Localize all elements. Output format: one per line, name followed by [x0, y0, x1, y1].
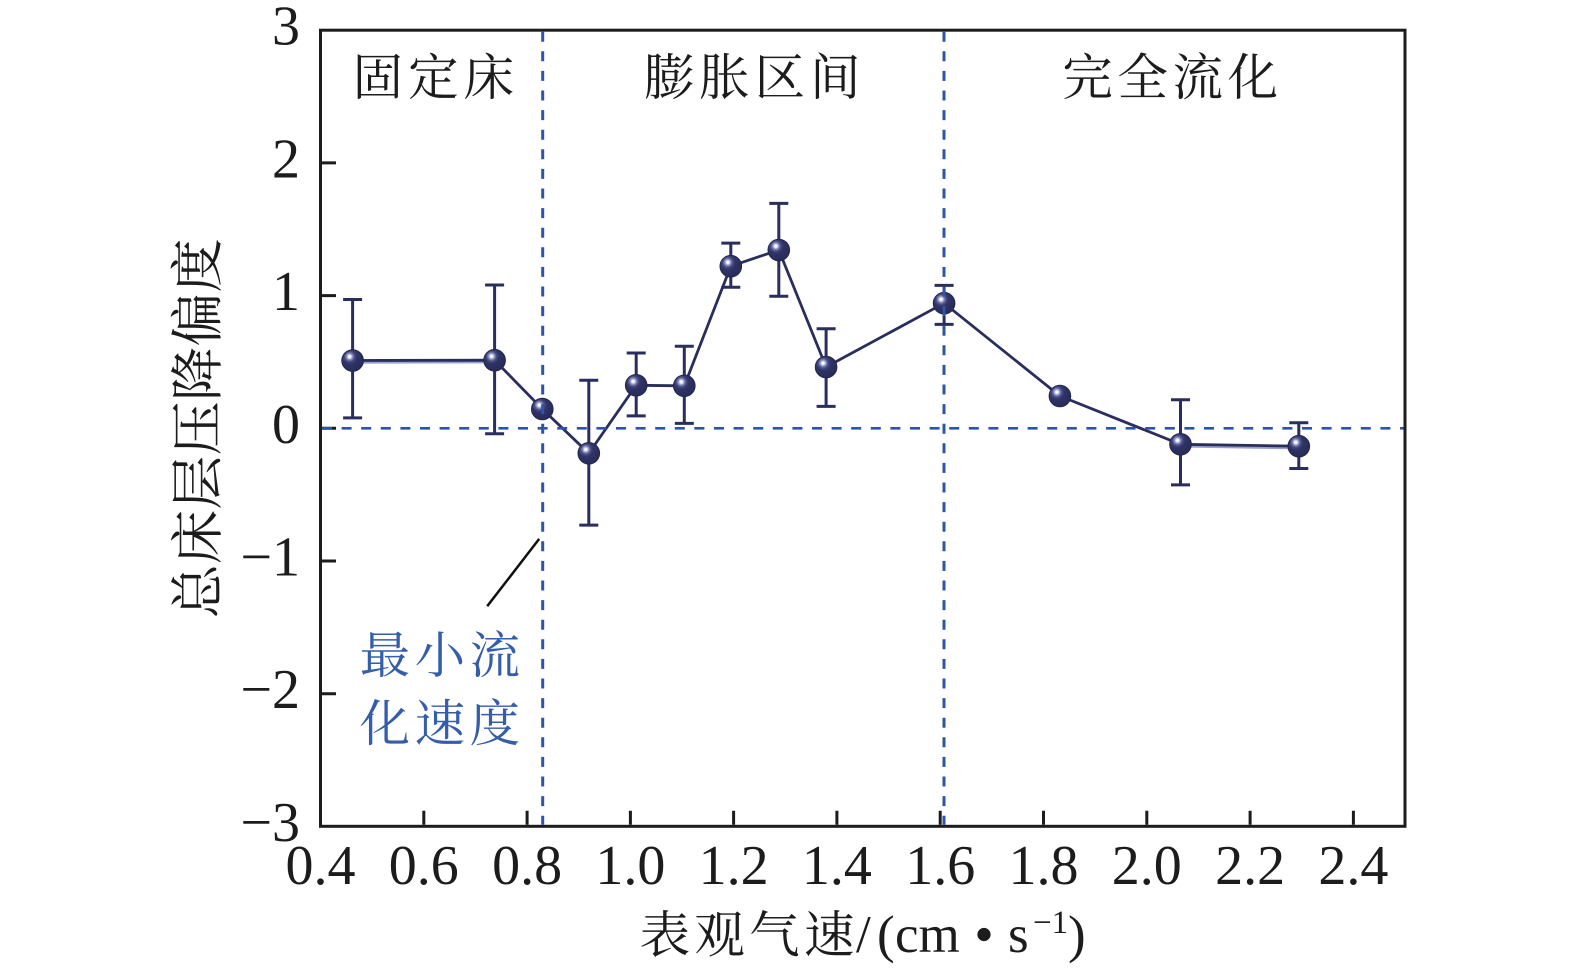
svg-text:(: (: [877, 906, 895, 964]
svg-text:−1: −1: [240, 527, 300, 589]
svg-text:1.8: 1.8: [1009, 835, 1079, 897]
svg-text:0: 0: [272, 394, 300, 456]
svg-text:−1: −1: [1033, 905, 1068, 941]
svg-text:−3: −3: [240, 792, 300, 854]
svg-text:cm: cm: [895, 906, 960, 964]
svg-text:1.6: 1.6: [905, 835, 975, 897]
svg-text:1: 1: [272, 261, 300, 323]
svg-text:/: /: [856, 906, 871, 964]
svg-text:0.6: 0.6: [389, 835, 459, 897]
svg-text:1.0: 1.0: [595, 835, 665, 897]
svg-text:0.8: 0.8: [492, 835, 562, 897]
svg-text:2.2: 2.2: [1215, 835, 1285, 897]
svg-text:1.4: 1.4: [802, 835, 872, 897]
svg-text:3: 3: [272, 0, 300, 58]
svg-text:2.4: 2.4: [1318, 835, 1388, 897]
svg-text:−2: −2: [240, 659, 300, 721]
svg-text:0.4: 0.4: [286, 835, 356, 897]
svg-text:): ): [1068, 906, 1086, 964]
svg-text:2.0: 2.0: [1112, 835, 1182, 897]
svg-text:2: 2: [272, 128, 300, 190]
svg-text:1.2: 1.2: [699, 835, 769, 897]
svg-text:s: s: [1008, 906, 1029, 964]
